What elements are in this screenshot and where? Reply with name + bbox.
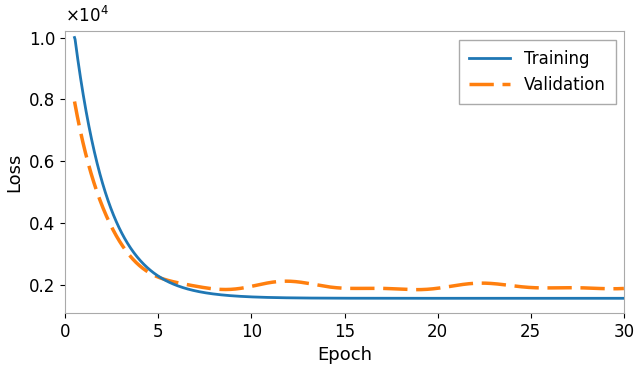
Text: $\times10^4$: $\times10^4$ (65, 6, 109, 26)
Validation (412, 287, 420, 292)
Validation (500, 282, 508, 287)
Training (448, 296, 456, 300)
Validation (127, 254, 134, 259)
Line: Validation: Validation (74, 101, 624, 290)
Validation (313, 283, 321, 287)
Training (70, 35, 78, 40)
Legend: Training, Validation: Training, Validation (459, 40, 616, 104)
Training (293, 296, 301, 300)
Training (509, 296, 516, 300)
Training (313, 296, 321, 300)
X-axis label: Epoch: Epoch (317, 346, 372, 364)
Line: Training: Training (74, 37, 624, 298)
Training (127, 246, 134, 250)
Validation (620, 286, 628, 291)
Validation (509, 284, 517, 288)
Validation (70, 99, 78, 104)
Validation (449, 284, 456, 288)
Training (620, 296, 628, 300)
Y-axis label: Loss: Loss (6, 152, 24, 192)
Validation (293, 279, 301, 284)
Training (499, 296, 507, 300)
